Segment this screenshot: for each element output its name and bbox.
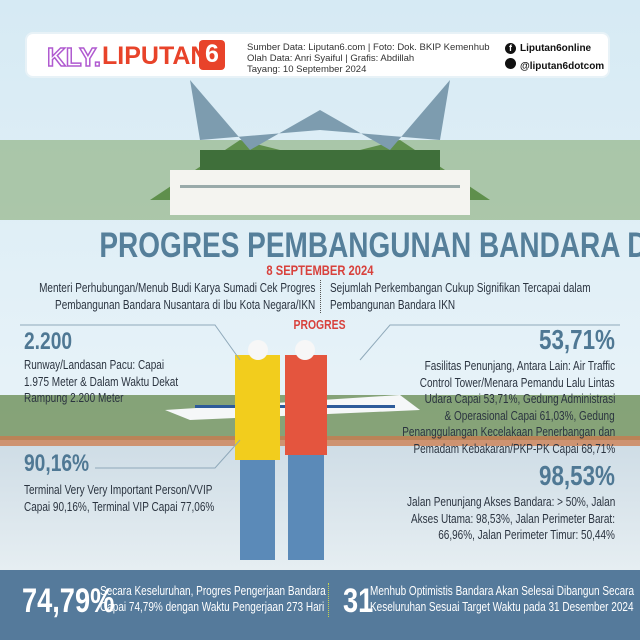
credit-editor: Olah Data: Anri Syaiful | Grafis: Abdill… bbox=[247, 53, 415, 64]
social-links: f Liputan6online @liputan6dotcom bbox=[505, 40, 604, 76]
stat-line: Udara Capai 53,71%, Gedung Administrasi bbox=[424, 392, 615, 406]
connector-line bbox=[95, 439, 241, 469]
footer-line: Menhub Optimistis Bandara Akan Selesai D… bbox=[370, 584, 635, 598]
stat-line: Terminal Very Very Important Person/VVIP bbox=[24, 483, 213, 497]
intro-right: Sejumlah Perkembangan Cukup Signifikan T… bbox=[330, 280, 640, 313]
stat-line: Runway/Landasan Pacu: Capai bbox=[24, 358, 165, 372]
facebook-icon: f bbox=[505, 43, 516, 54]
connector-line bbox=[359, 324, 620, 361]
divider bbox=[320, 280, 321, 313]
stat-line: Jalan Penunjang Akses Bandara: > 50%, Ja… bbox=[406, 495, 615, 509]
footer-line: Secara Keseluruhan, Progres Pengerjaan B… bbox=[100, 584, 326, 598]
stat-line: Penanggulangan Kecelakaan Penerbangan da… bbox=[402, 425, 615, 439]
stat-line: Akses Utama: 98,53%, Jalan Perimeter Bar… bbox=[411, 511, 615, 526]
stat-line: Pemadam Kebakaran/PKP-PK Capai 68,71% bbox=[413, 441, 615, 456]
footer-line: Capai 74,79% dengan Waktu Pengerjaan 273… bbox=[100, 600, 325, 614]
stat-line: & Operasional Capai 61,03%, Gedung bbox=[444, 408, 615, 423]
stat-value: 2.200 bbox=[24, 328, 73, 355]
intro-left-line: Pembangunan Bandara Nusantara di Ibu Kot… bbox=[54, 297, 315, 312]
stat-line: Control Tower/Menara Pemandu Lalu Lintas bbox=[420, 375, 615, 390]
stat-line: Rampung 2.200 Meter bbox=[24, 391, 124, 405]
stat-line: Fasilitas Penunjang, Antara Lain: Air Tr… bbox=[424, 359, 615, 373]
footer-value-target: 31 bbox=[343, 582, 374, 620]
stat-terminal: 90,16% Terminal Very Very Important Pers… bbox=[24, 450, 262, 515]
stat-value: 90,16% bbox=[24, 450, 90, 477]
palace-building bbox=[0, 80, 640, 220]
stat-runway: 2.200 Runway/Landasan Pacu: Capai 1.975 … bbox=[24, 328, 217, 407]
credit-date: Tayang: 10 September 2024 bbox=[247, 64, 367, 75]
twitter-link[interactable]: @liputan6dotcom bbox=[505, 58, 604, 76]
stat-line: 66,96%, Jalan Perimeter Timur: 50,44% bbox=[438, 528, 615, 542]
stat-line: Capai 90,16%, Terminal VIP Capai 77,06% bbox=[24, 499, 215, 514]
intro-right-line: Sejumlah Perkembangan Cukup Signifikan T… bbox=[330, 281, 591, 295]
credit-source: Sumber Data: Liputan6.com | Foto: Dok. B… bbox=[247, 42, 490, 53]
page-title-wrap: PROGRES PEMBANGUNAN BANDARA DI IKN NUSAN… bbox=[0, 226, 640, 266]
page-title: PROGRES PEMBANGUNAN BANDARA DI IKN NUSAN… bbox=[99, 226, 640, 265]
liputan-logo: LIPUTAN bbox=[102, 42, 209, 70]
header-bar: KLY. LIPUTAN 6 Sumber Data: Liputan6.com… bbox=[25, 32, 610, 78]
footer-text-target: Menhub Optimistis Bandara Akan Selesai D… bbox=[370, 583, 640, 615]
stat-value: 98,53% bbox=[539, 460, 615, 491]
footer-divider bbox=[328, 583, 329, 617]
intro-left-line: Menteri Perhubungan/Menub Budi Karya Sum… bbox=[38, 281, 315, 295]
intro-right-line: Pembangunan Bandara IKN bbox=[330, 297, 456, 312]
progress-heading: PROGRES bbox=[293, 317, 346, 332]
progress-heading-wrap: PROGRES bbox=[0, 316, 640, 334]
date-wrap: 8 SEPTEMBER 2024 bbox=[0, 262, 640, 280]
facebook-link[interactable]: f Liputan6online bbox=[505, 40, 604, 58]
stat-roads: 98,53% Jalan Penunjang Akses Bandara: > … bbox=[355, 460, 615, 544]
intro-left: Menteri Perhubungan/Menub Budi Karya Sum… bbox=[0, 280, 315, 313]
stat-facilities: 53,71% Fasilitas Penunjang, Antara Lain:… bbox=[349, 324, 615, 457]
footer-text-overall: Secara Keseluruhan, Progres Pengerjaan B… bbox=[100, 583, 382, 615]
runway-photo bbox=[0, 340, 640, 570]
liputan6-logo-badge: 6 bbox=[199, 40, 225, 70]
stat-line: 1.975 Meter & Dalam Waktu Dekat bbox=[24, 374, 179, 389]
twitter-icon bbox=[505, 58, 516, 69]
connector-line bbox=[20, 324, 241, 361]
stat-value: 53,71% bbox=[539, 324, 615, 355]
footer-line: Keseluruhan Sesuai Target Waktu pada 31 … bbox=[370, 600, 634, 614]
footer-value-overall: 74,79% bbox=[22, 582, 115, 620]
kly-logo: KLY. bbox=[46, 41, 101, 73]
footer-bar: 74,79% Secara Keseluruhan, Progres Penge… bbox=[0, 570, 640, 640]
background-illustration bbox=[0, 0, 640, 570]
date: 8 SEPTEMBER 2024 bbox=[266, 262, 374, 278]
credits: Sumber Data: Liputan6.com | Foto: Dok. B… bbox=[247, 42, 490, 75]
